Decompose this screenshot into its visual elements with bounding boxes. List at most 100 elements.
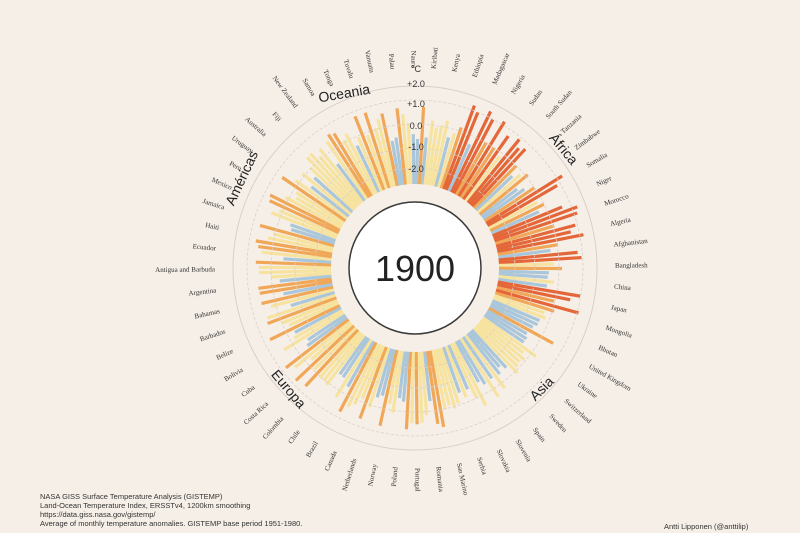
temperature-bar — [353, 115, 386, 191]
temperature-bar — [290, 228, 336, 245]
tick-label: +1.0 — [407, 99, 425, 109]
temperature-bar — [279, 274, 332, 283]
temperature-bar — [459, 146, 496, 199]
country-label: United Kingdom — [587, 363, 633, 393]
temperature-bar — [498, 262, 554, 268]
temperature-bar — [498, 277, 548, 288]
temperature-bar — [494, 211, 578, 243]
rings-layer — [232, 85, 598, 451]
country-label: Kenya — [450, 52, 462, 72]
temperature-bar — [259, 223, 335, 248]
temperature-bar — [461, 336, 494, 380]
country-label: Fiji — [271, 111, 284, 124]
temperature-bar — [294, 324, 356, 382]
temperature-bar — [305, 156, 358, 210]
country-label: Mongolia — [605, 324, 634, 340]
temperature-bar — [288, 301, 340, 327]
tick-label: -2.0 — [408, 164, 424, 174]
temperature-bar — [423, 120, 435, 185]
temperature-bar — [356, 136, 383, 192]
temperature-bar — [380, 113, 399, 187]
temperature-bar — [490, 301, 539, 327]
temperature-bar — [270, 288, 335, 308]
temperature-bar — [268, 199, 340, 235]
country-label: Switzerland — [562, 397, 593, 425]
region-label: Oceania — [317, 81, 371, 106]
temperature-bar — [470, 148, 527, 208]
temperature-bar — [466, 138, 521, 204]
country-label: Tanzania — [559, 112, 584, 136]
temperature-bar — [401, 351, 410, 402]
country-label: Costa Rica — [242, 399, 271, 426]
temperature-bar — [261, 285, 334, 306]
country-label: Palau — [387, 53, 397, 70]
temperature-bar — [462, 135, 510, 201]
temperature-bar — [495, 288, 579, 315]
temperature-bar — [258, 245, 332, 259]
country-label: Argentina — [188, 286, 217, 297]
country-label: Norway — [366, 463, 378, 487]
temperature-bar — [497, 233, 584, 254]
temperature-bar — [358, 346, 388, 420]
temperature-bar — [492, 296, 547, 320]
temperature-bar — [489, 202, 545, 233]
temperature-bar — [476, 322, 521, 363]
unit-label: °C — [411, 64, 422, 74]
temperature-bar — [496, 285, 555, 303]
temperature-bar — [426, 127, 439, 186]
temperature-bar — [411, 134, 416, 185]
temperature-bar — [422, 351, 432, 402]
temperature-bar — [294, 306, 342, 334]
country-label: Bahamas — [194, 307, 221, 320]
temperature-bar — [493, 205, 578, 240]
temperature-bar — [498, 269, 549, 275]
country-label: Poland — [390, 466, 400, 487]
temperature-bar — [496, 230, 572, 251]
temperature-bar — [447, 344, 470, 390]
region-label: Américas — [222, 148, 261, 208]
temperature-bar — [270, 271, 332, 279]
temperature-bar — [417, 351, 424, 423]
temperature-bar — [318, 155, 362, 206]
temperature-bar — [433, 349, 451, 406]
country-label: Belize — [215, 347, 235, 362]
temperature-bar — [459, 337, 500, 398]
temperature-bar — [342, 139, 376, 196]
temperature-bar — [289, 223, 337, 242]
temperature-bar — [486, 184, 558, 228]
temperature-bar — [283, 311, 345, 352]
country-label: Morocco — [603, 192, 630, 208]
temperature-bar — [454, 340, 481, 383]
reference-ring — [246, 99, 584, 437]
temperature-bar — [283, 257, 332, 264]
temperature-bar — [346, 342, 380, 408]
temperature-bar — [387, 350, 402, 405]
source-line: Land-Ocean Temperature Index, ERSSTv4, 1… — [40, 501, 251, 510]
temperature-bar — [325, 333, 366, 386]
temperature-bar — [365, 134, 389, 190]
temperature-bar — [270, 211, 338, 240]
temperature-bar — [406, 123, 413, 185]
temperature-bar — [496, 283, 571, 302]
temperature-bar — [431, 120, 450, 187]
country-label: Brazil — [304, 440, 319, 459]
temperature-bar — [295, 196, 344, 227]
temperature-bar — [391, 350, 404, 413]
country-label: China — [614, 283, 632, 293]
temperature-bar — [482, 187, 526, 221]
source-line: NASA GISS Surface Temperature Analysis (… — [40, 492, 223, 501]
temperature-bar — [468, 330, 501, 368]
country-label: Spain — [531, 426, 547, 444]
temperature-bar — [344, 132, 378, 195]
temperature-bar — [428, 125, 444, 186]
country-label: Netherlands — [341, 457, 359, 492]
temperature-bar — [284, 196, 343, 230]
temperature-bar — [420, 351, 429, 416]
country-label: Bangladesh — [615, 261, 648, 269]
temperature-bar — [491, 205, 563, 238]
temperature-bar — [447, 143, 472, 192]
temperature-bar — [472, 326, 519, 375]
temperature-bar — [306, 315, 348, 347]
temperature-bar — [452, 118, 495, 195]
temperature-bar — [494, 291, 555, 313]
